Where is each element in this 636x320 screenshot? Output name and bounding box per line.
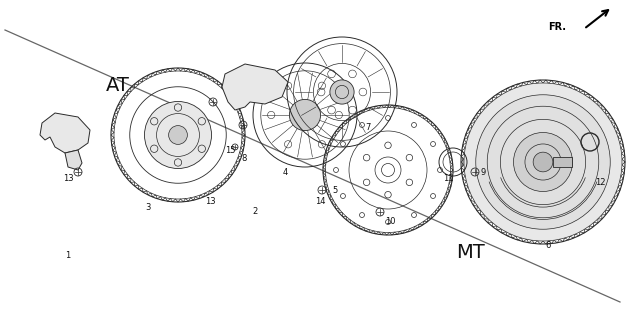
Text: 6: 6	[545, 242, 551, 251]
Circle shape	[464, 83, 622, 241]
Circle shape	[169, 126, 188, 144]
Text: 1: 1	[66, 251, 71, 260]
Text: 8: 8	[241, 154, 247, 163]
Polygon shape	[65, 150, 82, 170]
Polygon shape	[40, 113, 90, 153]
Text: AT: AT	[106, 76, 130, 94]
Circle shape	[525, 144, 561, 180]
Text: 14: 14	[315, 197, 325, 206]
Text: 9: 9	[480, 167, 486, 177]
Text: 7: 7	[365, 123, 371, 132]
Polygon shape	[553, 157, 572, 167]
Circle shape	[289, 100, 321, 131]
Text: 2: 2	[252, 207, 258, 217]
Text: 13: 13	[205, 197, 216, 206]
Circle shape	[487, 106, 598, 218]
Text: 5: 5	[333, 186, 338, 195]
Text: 15: 15	[225, 146, 235, 155]
Polygon shape	[222, 64, 288, 110]
Text: 11: 11	[443, 173, 453, 182]
Text: 12: 12	[595, 178, 605, 187]
Circle shape	[144, 101, 212, 169]
Text: MT: MT	[455, 243, 485, 261]
Text: 4: 4	[282, 167, 287, 177]
Circle shape	[513, 132, 572, 191]
Circle shape	[533, 152, 553, 172]
Text: 3: 3	[145, 203, 151, 212]
Text: 13: 13	[63, 173, 73, 182]
Text: 10: 10	[385, 218, 395, 227]
Text: FR.: FR.	[548, 22, 566, 32]
Circle shape	[330, 80, 354, 104]
Circle shape	[476, 95, 610, 229]
Circle shape	[501, 119, 586, 205]
